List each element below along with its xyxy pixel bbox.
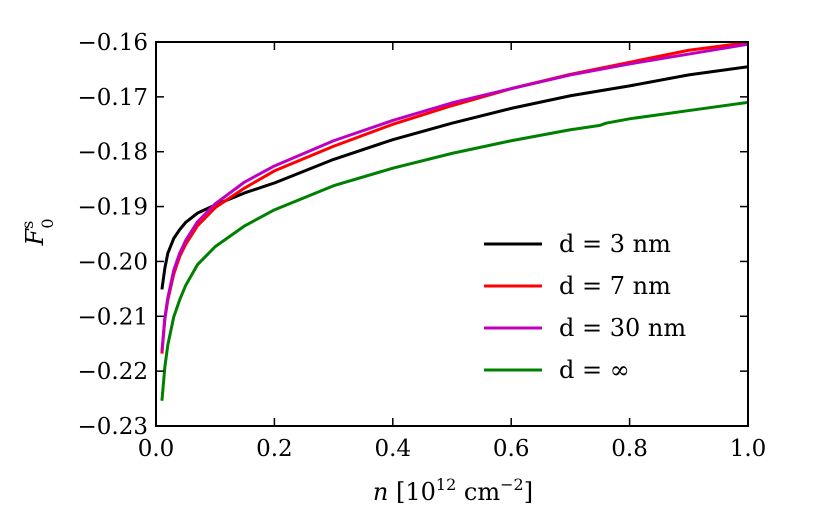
x-tick-label: 0.4 (375, 436, 412, 462)
y-tick-label: −0.23 (78, 414, 148, 440)
x-tick-label: 0.2 (256, 436, 293, 462)
series-line-3 (160, 100, 748, 401)
y-tick-label: −0.17 (78, 85, 148, 111)
x-tick-label: 0.8 (611, 436, 648, 462)
y-tick-label: −0.20 (78, 249, 148, 275)
y-tick-label: −0.19 (78, 195, 148, 221)
legend-label-3: d = ∞ (559, 356, 630, 384)
series-layer (160, 42, 748, 401)
x-axis-label-n: n (373, 478, 388, 506)
x-tick-label: 0.6 (493, 436, 530, 462)
legend-label-1: d = 7 nm (559, 272, 671, 300)
legend: d = 3 nm d = 7 nm d = 30 nm d = ∞ (484, 230, 686, 384)
y-axis-label: Fs0 (18, 218, 57, 246)
x-tick-label: 0.0 (138, 436, 175, 462)
y-tick-label: −0.22 (78, 359, 148, 385)
series-line-0 (160, 65, 748, 290)
x-axis-label: n [1012 cm−2] (373, 475, 533, 506)
x-axis-label-units: [10 (388, 478, 436, 506)
ticks-layer: 0.0 0.2 0.4 0.6 0.8 1.0 −0.23 −0.22 −0.21 −0.20 −0… (78, 30, 767, 462)
y-tick-label: −0.16 (78, 30, 148, 56)
y-tick-label: −0.21 (78, 304, 148, 330)
series-line-2 (160, 42, 748, 352)
plot-frame (155, 41, 749, 427)
y-tick-label: −0.18 (78, 140, 148, 166)
series-line-1 (160, 42, 748, 354)
legend-label-2: d = 30 nm (559, 314, 686, 342)
x-tick-label: 1.0 (730, 436, 767, 462)
legend-label-0: d = 3 nm (559, 230, 671, 258)
